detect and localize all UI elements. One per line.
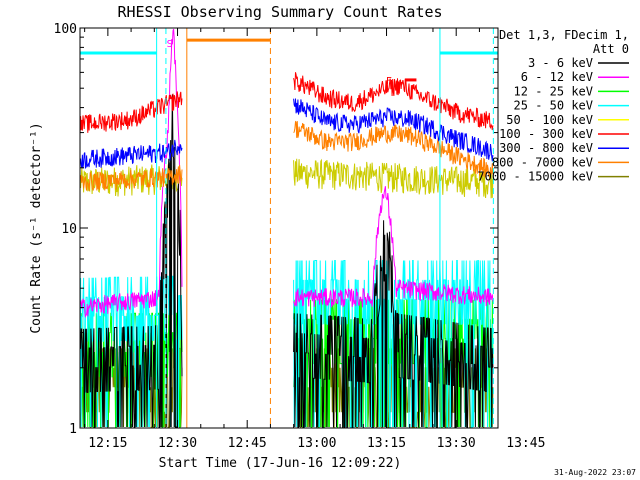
series-line-800-7000-kevkev xyxy=(293,120,494,178)
x-tick-label: 13:15 xyxy=(367,436,406,451)
legend-label: 12 - 25 keV xyxy=(514,84,593,98)
y-tick-label: 100 xyxy=(54,22,77,37)
axes: 12:15 12:30 12:45 13:00 13:15 13:30 13:45 1 10 10… xyxy=(54,22,546,451)
annotation-f: F xyxy=(386,76,392,87)
plot-area: SF xyxy=(79,28,498,428)
x-tick-label: 12:15 xyxy=(88,436,127,451)
legend-label: 50 - 100 keV xyxy=(506,113,593,127)
y-tick-label: 10 xyxy=(61,222,77,237)
chart-title: RHESSI Observing Summary Count Rates xyxy=(117,3,442,21)
series-line-100-300-kevkev xyxy=(293,72,494,131)
y-tick-label: 1 xyxy=(69,422,77,437)
y-axis-label: Count Rate (s⁻¹ detector⁻¹) xyxy=(29,122,44,333)
series-line-6-12-kevkev xyxy=(293,186,494,308)
legend-label: 6 - 12 keV xyxy=(521,70,593,84)
series-line-300-800-kevkev xyxy=(79,139,183,170)
legend-label: 300 - 800 keV xyxy=(499,141,593,155)
series-line-100-300-kevkev xyxy=(79,91,183,135)
x-axis-label: Start Time (17-Jun-16 12:09:22) xyxy=(159,456,402,471)
legend-label: 100 - 300 keV xyxy=(499,127,593,141)
legend-label: 7000 - 15000 keV xyxy=(477,170,593,184)
x-tick-label: 13:45 xyxy=(506,436,545,451)
legend-label: 25 - 50 keV xyxy=(514,99,593,113)
series-line-800-7000-kevkev xyxy=(79,164,183,191)
series-line-3-6-kevkev xyxy=(80,94,183,428)
legend-header-line: Det 1,3, FDecim 1, xyxy=(499,28,629,42)
x-tick-label: 12:45 xyxy=(228,436,267,451)
legend-label: 800 - 7000 keV xyxy=(492,155,593,169)
footer-timestamp: 31-Aug-2022 23:07 xyxy=(554,468,636,477)
legend-header-line: Att 0 xyxy=(593,42,629,56)
x-tick-label: 13:30 xyxy=(437,436,476,451)
extra-trace-0 xyxy=(293,158,494,199)
series-line-25-50-kevkev xyxy=(79,275,183,428)
x-tick-label: 13:00 xyxy=(297,436,336,451)
annotation-s: S xyxy=(167,39,173,50)
legend-label: 3 - 6 keV xyxy=(528,56,593,70)
series-line-3-6-kevkev xyxy=(293,220,494,428)
x-tick-label: 12:30 xyxy=(158,436,197,451)
series-line-300-800-kevkev xyxy=(293,98,494,162)
